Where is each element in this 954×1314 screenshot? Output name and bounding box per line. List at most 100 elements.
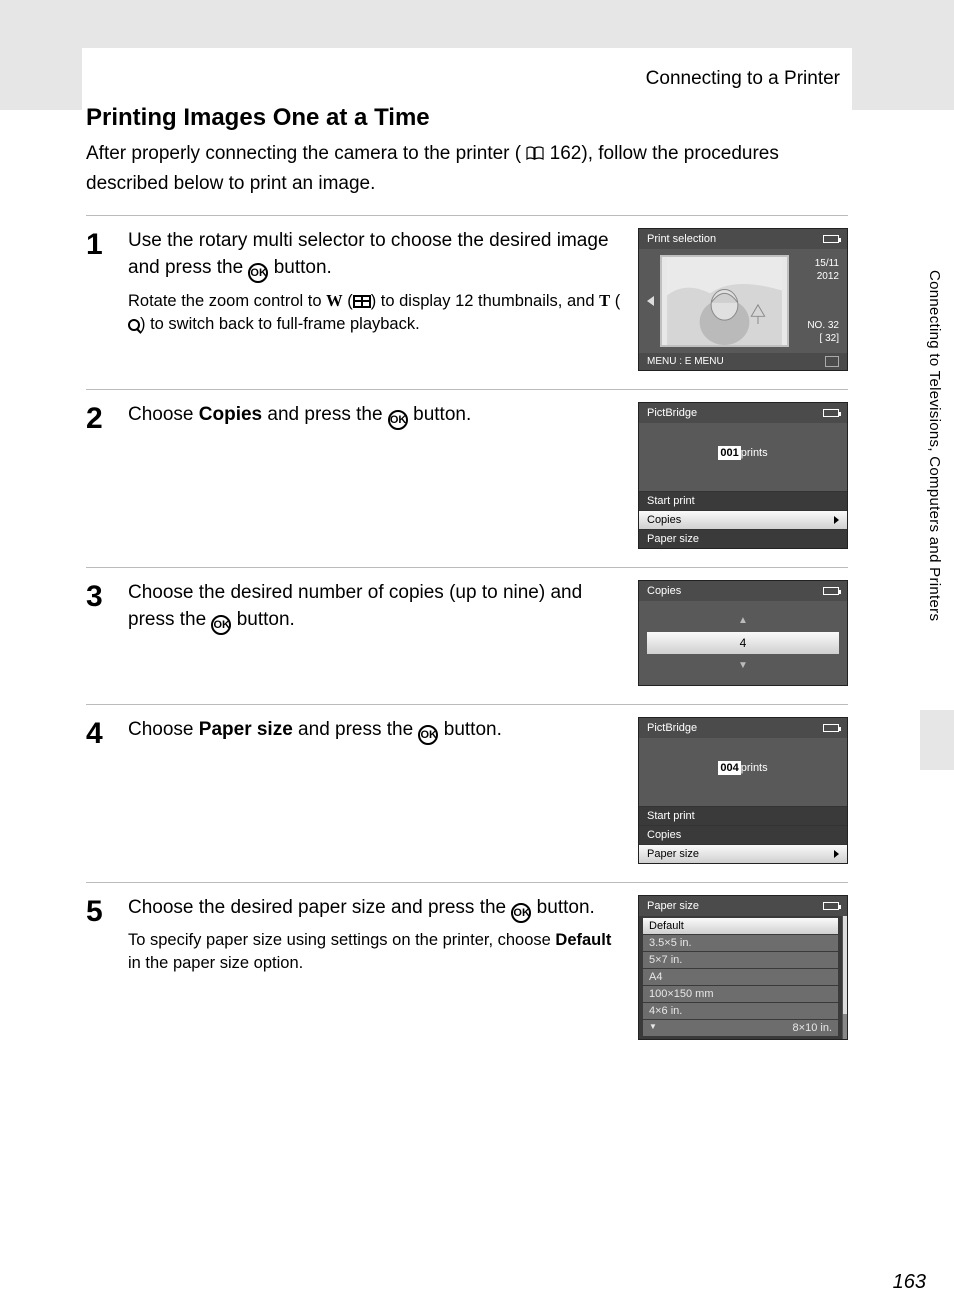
step-number: 1 (86, 228, 114, 371)
lcd2-count: 001 (718, 446, 740, 460)
step-number: 3 (86, 580, 114, 686)
paper-size-item: A4 (643, 969, 838, 985)
menu-paper-size: Paper size (639, 844, 847, 863)
menu-label: Paper size (647, 533, 699, 545)
step1-text-a: Use the rotary multi selector to choose … (128, 230, 609, 278)
step4-bold: Paper size (199, 719, 293, 740)
lcd-paper-size-list: Paper size Default 3.5×5 in. 5×7 in. A4 … (638, 895, 848, 1040)
t-label: T (599, 291, 610, 310)
intro-pageref: 162 (550, 143, 582, 164)
chevron-right-icon (834, 850, 839, 858)
step3-b: button. (231, 609, 294, 630)
lcd1-date2: 2012 (795, 270, 839, 283)
arrow-left-icon (647, 296, 654, 306)
side-tab-label: Connecting to Televisions, Computers and… (920, 260, 943, 621)
step1-sub-b: ( (343, 292, 353, 310)
lcd4-title: PictBridge (647, 722, 697, 734)
menu-label: Copies (647, 829, 681, 841)
thumbnail-icon (353, 295, 371, 308)
menu-paper-size: Paper size (639, 529, 847, 548)
intro-prefix: After properly connecting the camera to … (86, 143, 521, 164)
ok-icon: OK (248, 263, 268, 283)
step5-b: button. (531, 897, 594, 918)
step2-a: Choose (128, 404, 199, 425)
menu-start-print: Start print (639, 806, 847, 825)
scrollbar-thumb (843, 916, 847, 1014)
paper-size-item: 4×6 in. (643, 1003, 838, 1019)
chapter-header: Connecting to a Printer (82, 68, 852, 104)
step5-sub-bold: Default (555, 931, 611, 949)
paper-size-item: Default (643, 918, 838, 934)
menu-label: Start print (647, 810, 695, 822)
lcd2-label: prints (741, 447, 768, 459)
magnifier-icon (128, 319, 140, 331)
lcd2-title: PictBridge (647, 407, 697, 419)
step1-sub-c: ) to display 12 thumbnails, and (371, 292, 599, 310)
section-title: Printing Images One at a Time (86, 104, 848, 140)
step-number: 2 (86, 402, 114, 549)
copies-value: 4 (647, 632, 839, 654)
battery-icon (823, 409, 839, 417)
ok-icon: OK (418, 725, 438, 745)
lcd-pictbridge-copies: PictBridge 001prints Start print Copies … (638, 402, 848, 549)
lcd1-date1: 15/11 (795, 257, 839, 270)
step5-sub-a: To specify paper size using settings on … (128, 931, 555, 949)
step1-sub-d: ( (610, 292, 620, 310)
step-5: 5 Choose the desired paper size and pres… (86, 883, 848, 1058)
step-4: 4 Choose Paper size and press the OK but… (86, 705, 848, 882)
w-label: W (326, 291, 343, 310)
paper-size-label: 8×10 in. (793, 1022, 832, 1034)
side-tab-indicator (920, 710, 954, 770)
step2-bold: Copies (199, 404, 262, 425)
lcd-print-selection: Print selection (638, 228, 848, 371)
step-number: 4 (86, 717, 114, 864)
lcd-pictbridge-papersize: PictBridge 004prints Start print Copies … (638, 717, 848, 864)
lcd4-count: 004 (718, 761, 740, 775)
preview-thumbnail (660, 255, 789, 347)
battery-icon (823, 724, 839, 732)
arrow-up-icon: ▲ (639, 611, 847, 630)
paper-size-list: Default 3.5×5 in. 5×7 in. A4 100×150 mm … (639, 916, 842, 1039)
menu-label: Start print (647, 495, 695, 507)
scrollbar (842, 916, 847, 1039)
step2-b: and press the (262, 404, 388, 425)
menu-label: Copies (647, 514, 681, 526)
manual-page: Connecting to a Printer Printing Images … (82, 48, 852, 1058)
arrow-down-icon: ▼ (639, 656, 847, 675)
intro-text: After properly connecting the camera to … (86, 140, 848, 215)
battery-icon (823, 587, 839, 595)
paper-size-item: ▼8×10 in. (643, 1020, 838, 1036)
ok-icon: OK (388, 410, 408, 430)
step5-sub-b: in the paper size option. (128, 954, 303, 972)
step4-c: button. (438, 719, 501, 740)
paper-size-item: 100×150 mm (643, 986, 838, 1002)
lcd1-no: NO. 32 (795, 319, 839, 332)
lcd5-title: Paper size (647, 900, 699, 912)
footer-box-icon (825, 356, 839, 367)
page-number: 163 (893, 1271, 926, 1294)
step5-a: Choose the desired paper size and press … (128, 897, 511, 918)
battery-icon (823, 902, 839, 910)
step-2: 2 Choose Copies and press the OK button.… (86, 390, 848, 567)
step2-c: button. (408, 404, 471, 425)
step1-sub-e: ) to switch back to full-frame playback. (140, 315, 420, 333)
ok-icon: OK (211, 615, 231, 635)
lcd1-footer: MENU : E MENU (647, 356, 724, 367)
step3-a: Choose the desired number of copies (up … (128, 582, 582, 630)
lcd-copies-spinner: Copies ▲ 4 ▼ (638, 580, 848, 686)
book-icon (526, 142, 544, 170)
lcd4-label: prints (741, 762, 768, 774)
step4-b: and press the (293, 719, 419, 740)
menu-label: Paper size (647, 848, 699, 860)
lcd1-count: [ 32] (795, 332, 839, 345)
step1-text-b: button. (268, 257, 331, 278)
paper-size-item: 5×7 in. (643, 952, 838, 968)
ok-icon: OK (511, 903, 531, 923)
step4-a: Choose (128, 719, 199, 740)
lcd3-title: Copies (647, 585, 681, 597)
lcd1-title: Print selection (647, 233, 716, 245)
paper-size-item: 3.5×5 in. (643, 935, 838, 951)
battery-icon (823, 235, 839, 243)
step-number: 5 (86, 895, 114, 1040)
menu-copies: Copies (639, 825, 847, 844)
